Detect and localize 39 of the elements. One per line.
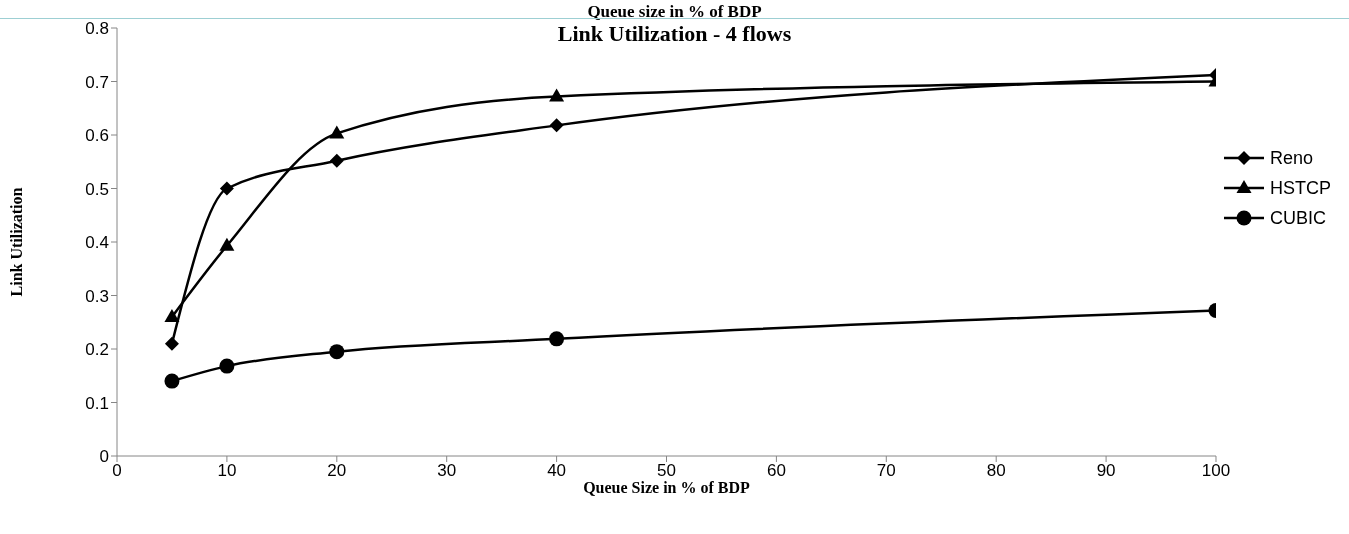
x-tick-label: 50: [657, 461, 676, 481]
chart-title: Link Utilization - 4 flows: [557, 21, 792, 46]
legend-label: CUBIC: [1269, 207, 1326, 230]
x-tick-label: 60: [766, 461, 786, 481]
y-tick-label: 0.2: [85, 340, 109, 360]
point: [219, 181, 234, 196]
legend-label: Reno: [1269, 147, 1314, 170]
y-tick-label: 0.5: [85, 179, 109, 199]
text: Queue size in % of BDP: [587, 2, 762, 21]
x-tick-label: 80: [986, 461, 1006, 481]
point: [329, 344, 345, 360]
y-tick-label: 0.7: [85, 72, 109, 92]
x-tick-label: 30: [437, 461, 457, 481]
x-tick-label: 40: [547, 461, 567, 481]
x-axis-title: Queue Size in % of BDP: [583, 479, 751, 496]
point: [549, 88, 565, 102]
y-tick-label: 0.3: [85, 286, 109, 306]
point: [549, 118, 564, 133]
x-tick-label: 90: [1096, 461, 1116, 481]
point: [329, 153, 344, 168]
point: [329, 125, 345, 139]
y-tick-label: 0.4: [85, 233, 109, 253]
x-tick-label: 20: [327, 461, 347, 481]
point: [164, 336, 179, 351]
x-tick-label: 70: [876, 461, 896, 481]
y-axis-title: Link Utilization: [7, 187, 25, 297]
point: [164, 308, 180, 322]
x-tick-label: 100: [1201, 461, 1231, 481]
point: [549, 331, 565, 347]
y-tick-label: 0.8: [85, 19, 109, 39]
y-tick-label: 0.1: [85, 393, 109, 413]
x-tick-label: 10: [217, 461, 237, 481]
x-tick-label: 0: [112, 461, 122, 481]
y-tick-label: 0.6: [85, 126, 109, 146]
legend-label: HSTCP: [1269, 177, 1331, 200]
point: [164, 373, 180, 389]
point: [219, 237, 235, 251]
y-tick-label: 0: [99, 447, 109, 467]
point: [219, 358, 235, 374]
